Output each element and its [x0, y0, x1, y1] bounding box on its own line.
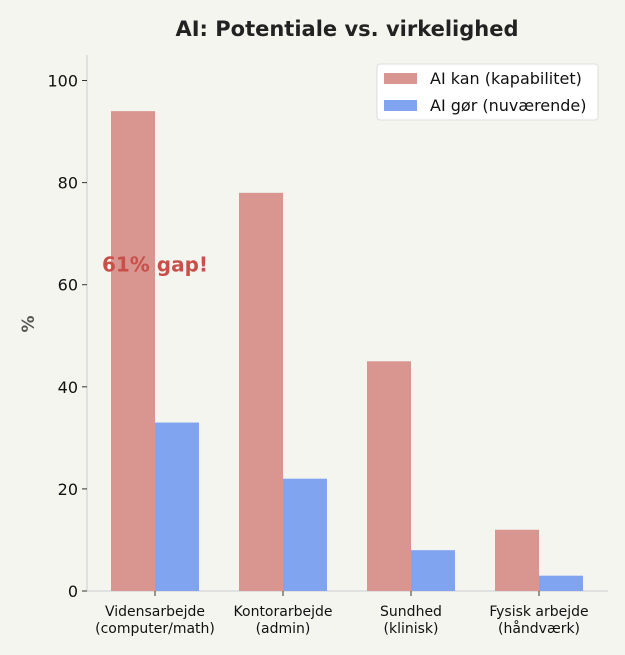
x-tick-label: Fysisk arbejde [489, 604, 588, 620]
bar-kan-1 [239, 192, 283, 592]
bar-gor-3 [539, 575, 583, 591]
legend-box [376, 63, 599, 121]
x-tick-label: (admin) [256, 621, 311, 637]
bar-kan-0 [111, 111, 155, 592]
bar-gor-0 [155, 422, 199, 591]
legend-label-0: AI kan (kapabilitet) [430, 69, 582, 88]
y-tick-label: 0 [68, 582, 78, 601]
bar-kan-2 [367, 361, 411, 591]
y-tick-label: 80 [58, 174, 78, 193]
y-tick-label: 100 [47, 72, 78, 91]
gap-annotation: 61% gap! [102, 252, 208, 276]
y-tick-label: 60 [58, 276, 78, 295]
x-tick-label: (computer/math) [95, 621, 215, 637]
bar-kan-3 [495, 529, 539, 591]
y-tick-label: 20 [58, 480, 78, 499]
x-tick-label: Vidensarbejde [105, 604, 205, 620]
x-tick-label: (klinisk) [384, 621, 439, 637]
legend-swatch-0 [384, 73, 417, 84]
legend-swatch-1 [384, 100, 417, 111]
y-tick-label: 40 [58, 378, 78, 397]
bar-gor-1 [283, 478, 327, 591]
y-axis-label: % [19, 315, 39, 332]
x-tick-label: (håndværk) [498, 620, 580, 637]
chart-title: AI: Potentiale vs. virkelighed [175, 17, 518, 41]
bar-gor-2 [411, 550, 455, 591]
x-tick-label: Kontorarbejde [234, 604, 333, 620]
x-tick-label: Sundhed [380, 604, 442, 620]
legend-label-1: AI gør (nuværende) [430, 96, 587, 115]
